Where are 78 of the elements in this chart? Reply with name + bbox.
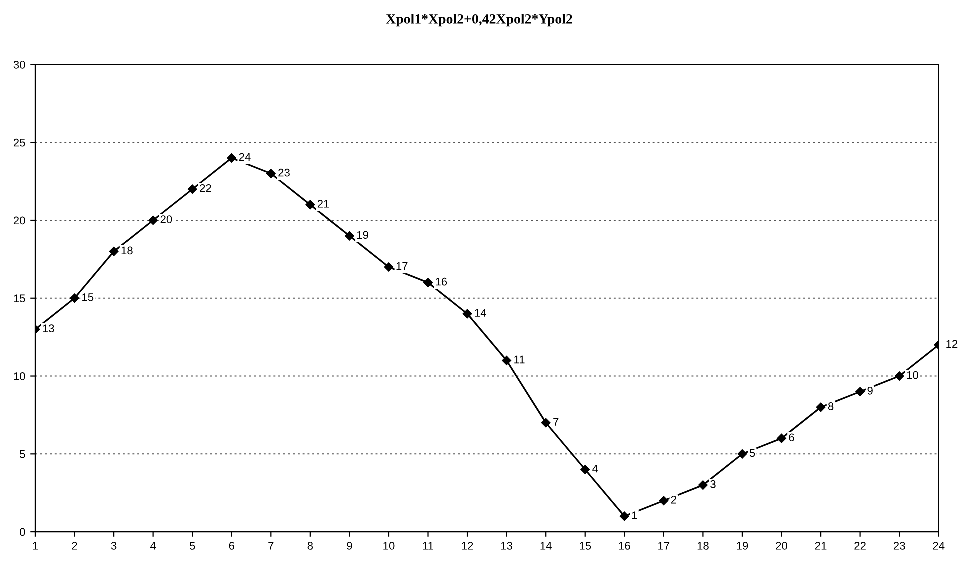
point [424,278,433,288]
x-tick-label: 4 [150,542,156,550]
point [698,480,708,490]
point [148,216,158,226]
point [580,465,590,474]
point [894,372,904,381]
data-label: 13 [43,324,54,333]
point [777,434,786,444]
x-tick-label: 9 [347,542,352,550]
data-label: 23 [278,168,290,177]
chart-title: Xpol1*Xpol2+0,42Xpol2*Ypol2 [386,14,572,27]
x-tick-label: 18 [698,542,709,550]
data-label: 3 [710,480,716,488]
x-tick-label: 13 [501,542,512,550]
y-tick-label: 0 [20,528,26,536]
data-label: 15 [82,294,94,302]
data-label: 2 [671,496,676,504]
data-label: 4 [592,464,598,473]
point [188,184,198,194]
point [109,247,119,256]
x-tick-label: 3 [111,542,117,550]
data-label: 18 [122,246,133,255]
x-tick-label: 6 [229,542,234,550]
x-tick-label: 5 [190,542,196,550]
y-tick-label: 5 [20,450,26,458]
y-tick-label: 20 [14,216,26,225]
x-tick-label: 14 [540,542,552,550]
data-label: 9 [868,386,873,395]
point [227,154,236,163]
x-tick-label: 1 [33,542,38,550]
x-tick-label: 22 [854,542,866,550]
x-tick-label: 21 [815,542,827,550]
x-tick-label: 19 [737,542,748,550]
y-tick-label: 25 [14,138,26,147]
data-label: 11 [514,356,525,364]
x-tick-label: 8 [308,542,314,550]
y-tick-label: 10 [14,372,26,380]
data-label: 5 [750,449,756,458]
data-label: 21 [318,200,330,208]
point [462,309,472,319]
data-label: 8 [828,402,834,410]
y-tick-label: 15 [14,294,26,303]
point [345,231,354,241]
point [738,450,748,459]
point [70,294,80,304]
x-tick-label: 15 [580,542,592,550]
data-label: 24 [239,153,251,162]
y-tick-label: 30 [14,61,26,69]
data-label: 6 [789,434,794,442]
x-tick-label: 11 [423,542,434,550]
x-tick-label: 23 [894,542,906,550]
x-tick-label: 12 [462,542,474,550]
point [266,169,276,178]
x-tick-label: 20 [776,542,788,550]
data-label: 12 [946,340,958,348]
x-tick-label: 7 [268,542,274,550]
x-tick-label: 16 [619,542,630,550]
point [856,387,865,396]
x-tick-label: 24 [933,542,945,550]
data-label: 1 [632,512,638,520]
data-label: 22 [200,184,212,192]
data-label: 20 [160,216,172,224]
point [541,418,551,428]
data-label: 7 [554,418,559,426]
point [620,512,630,522]
data-label: 19 [357,231,368,240]
x-tick-label: 2 [72,542,78,550]
data-label: 10 [907,371,918,380]
point [306,200,316,210]
data-label: 16 [436,278,448,286]
x-tick-label: 10 [384,542,395,550]
point [816,402,826,412]
data-label: 17 [396,262,408,270]
point [384,262,394,272]
x-tick-label: 17 [658,542,670,550]
data-label: 14 [475,309,487,317]
point [659,496,669,506]
point [502,356,512,366]
